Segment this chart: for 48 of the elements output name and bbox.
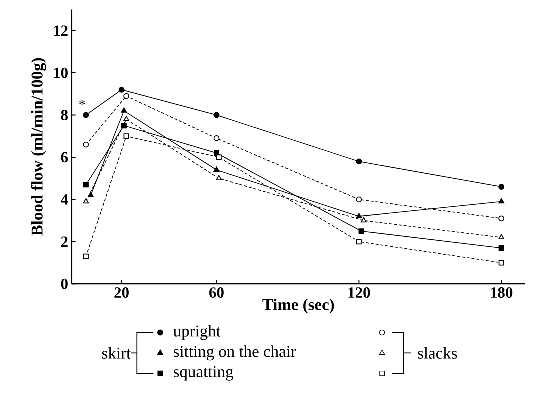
y-tick-label: 2 [61,236,68,247]
legend-label: sitting on the chair [174,345,296,360]
y-tick-label: 6 [61,152,68,162]
annotation: * [80,100,86,106]
point [498,245,504,251]
x-tick-label: 60 [210,287,224,298]
point [124,93,130,99]
y-tick-label: 4 [60,194,68,205]
point [498,260,504,266]
point [83,112,90,118]
point [216,174,222,180]
point [214,166,220,172]
point [498,234,505,240]
legend-label: squatting [174,366,234,381]
point [121,122,127,128]
text: skirt [102,347,132,359]
point [498,184,505,190]
y-tick-label: 10 [54,68,68,78]
x-axis-title: Time (sec) [262,298,334,314]
point [118,86,125,93]
point [83,254,89,260]
point [83,198,90,204]
x-tick-label: 120 [348,287,370,298]
point [83,142,90,148]
point [498,198,505,204]
point [498,215,505,222]
point [356,212,362,218]
point [121,107,128,113]
y-tick-label: 12 [54,25,68,36]
y-tick-label: 0 [61,278,68,290]
legend-label: upright [174,325,221,340]
point [214,112,220,118]
point [124,116,130,122]
point [358,228,364,234]
point [216,154,222,160]
y-axis-title: Blood flow (ml/min/100g) [31,58,46,236]
point [356,196,362,202]
x-tick-label: 180 [491,287,513,298]
point [83,182,89,188]
point [124,133,130,139]
point [360,217,367,222]
point [214,135,220,142]
y-tick-label: 8 [61,110,68,120]
x-tick-label: 20 [114,287,129,298]
text: slacks [418,347,458,359]
point [356,158,362,164]
point [356,238,362,244]
point [88,192,94,198]
